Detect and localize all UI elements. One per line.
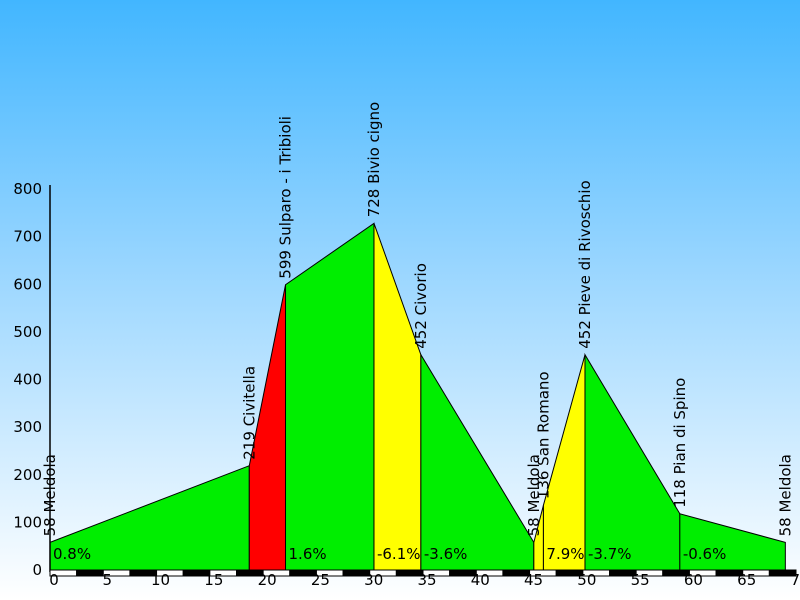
profile-segment-3 <box>285 222 375 571</box>
x-tick-label-65: 65 <box>737 571 756 589</box>
waypoint-label-4: 728 Bivio cigno <box>365 102 383 217</box>
x-tick-label-5: 5 <box>103 571 113 589</box>
waypoint-label-2: 219 Civitella <box>240 366 258 460</box>
grade-label-4: -6.1% <box>377 545 421 563</box>
waypoint-label-9: 118 Pian di Spino <box>671 378 689 508</box>
x-tick-label-60: 60 <box>684 571 703 589</box>
x-tick-label-35: 35 <box>417 571 436 589</box>
x-tick-label-15: 15 <box>204 571 223 589</box>
grade-label-9: -0.6% <box>683 545 727 563</box>
grade-label-7: 7.9% <box>546 545 584 563</box>
y-tick-label-400: 400 <box>13 371 42 389</box>
x-axis-block-1 <box>76 569 104 577</box>
y-tick-label-100: 100 <box>13 513 42 531</box>
profile-segment-8 <box>584 352 681 571</box>
grade-label-5: -3.6% <box>424 545 468 563</box>
grade-label-1: 0.8% <box>53 545 91 563</box>
x-tick-label-70: 70 <box>790 571 800 589</box>
x-tick-label-0: 0 <box>49 571 59 589</box>
x-tick-label-25: 25 <box>311 571 330 589</box>
profile-segment-5 <box>420 352 535 571</box>
x-tick-label-45: 45 <box>524 571 543 589</box>
y-tick-label-200: 200 <box>13 466 42 484</box>
x-tick-label-20: 20 <box>258 571 277 589</box>
x-tick-label-55: 55 <box>631 571 650 589</box>
x-tick-label-50: 50 <box>577 571 596 589</box>
waypoint-label-6: 58 Meldola <box>525 454 543 536</box>
y-tick-label-500: 500 <box>13 323 42 341</box>
waypoint-label-10: 58 Meldola <box>776 454 794 536</box>
x-tick-label-40: 40 <box>471 571 490 589</box>
waypoint-label-7: 136 San Romano <box>534 371 552 499</box>
grade-label-3: 1.6% <box>289 545 327 563</box>
x-tick-label-10: 10 <box>151 571 170 589</box>
y-tick-label-600: 600 <box>13 275 42 293</box>
y-tick-label-0: 0 <box>32 561 42 579</box>
x-axis-block-27 <box>768 569 797 577</box>
x-tick-label-30: 30 <box>364 571 383 589</box>
waypoint-label-3: 599 Sulparo - i Tribioli <box>277 116 295 279</box>
y-tick-label-700: 700 <box>13 228 42 246</box>
grade-label-8: -3.7% <box>588 545 632 563</box>
waypoint-label-8: 452 Pieve di Rivoschio <box>576 180 594 348</box>
y-tick-label-800: 800 <box>13 180 42 198</box>
waypoint-label-5: 452 Civorio <box>412 263 430 349</box>
y-tick-label-300: 300 <box>13 418 42 436</box>
